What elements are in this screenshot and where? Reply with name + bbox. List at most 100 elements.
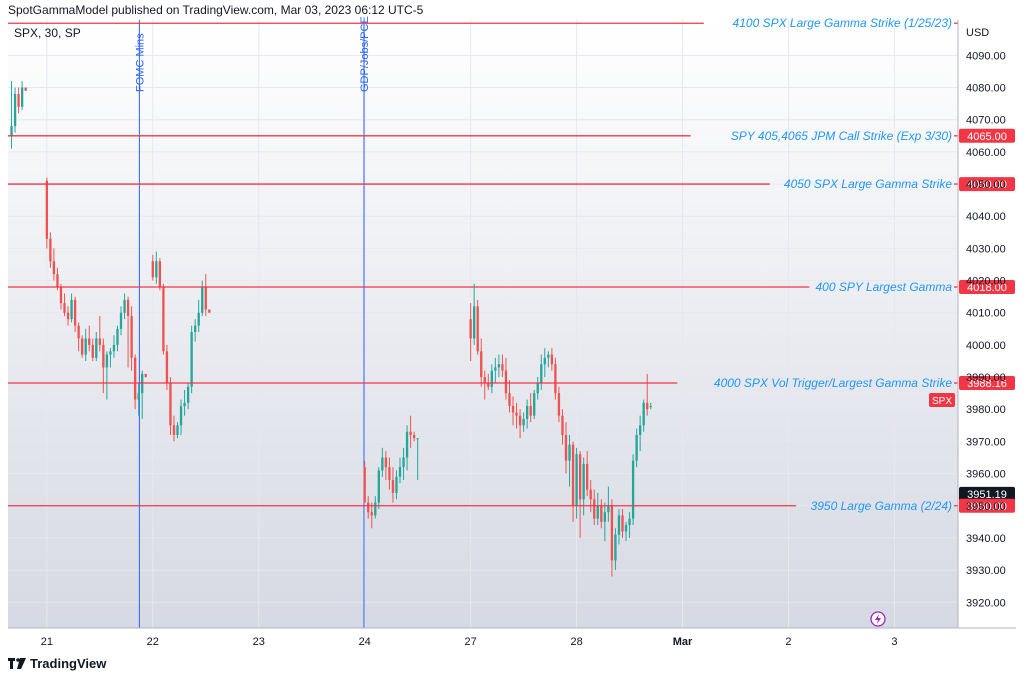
candle-body bbox=[73, 299, 77, 326]
candle-body bbox=[102, 344, 105, 368]
candle-body bbox=[515, 412, 518, 416]
plot-background bbox=[8, 20, 958, 628]
level-label: 3950 Large Gamma (2/24) bbox=[811, 499, 952, 513]
candle-body bbox=[377, 470, 380, 503]
candle-body bbox=[190, 332, 193, 387]
candle-body bbox=[116, 328, 119, 345]
candle-body bbox=[183, 402, 186, 407]
candle-body bbox=[638, 425, 642, 435]
candle-body bbox=[194, 325, 197, 333]
candle-body bbox=[624, 525, 628, 532]
candle-body bbox=[617, 515, 621, 535]
x-tick-label: 21 bbox=[41, 636, 53, 648]
candle-body bbox=[176, 425, 179, 435]
y-tick-label: 3940.00 bbox=[966, 533, 1006, 545]
candle-body bbox=[10, 126, 13, 136]
candle-body bbox=[367, 502, 370, 513]
candle-body bbox=[169, 383, 172, 426]
candle-body bbox=[536, 383, 539, 394]
candle-body bbox=[402, 457, 405, 468]
candle-body bbox=[151, 261, 154, 278]
candle-body bbox=[494, 367, 497, 371]
candle-body bbox=[45, 180, 49, 239]
candle-body bbox=[13, 93, 17, 127]
y-tick-label: 4090.00 bbox=[966, 50, 1006, 62]
candle-body bbox=[20, 87, 24, 107]
candle-body bbox=[409, 431, 412, 435]
x-tick-label: 3 bbox=[891, 636, 897, 648]
level-label: SPY 405,4065 JPM Call Strike (Exp 3/30) bbox=[731, 129, 952, 143]
candle-body bbox=[204, 287, 207, 310]
candle-body bbox=[109, 351, 112, 355]
candle-body bbox=[123, 299, 126, 313]
candle-body bbox=[522, 418, 525, 426]
y-tick-label: 4020.00 bbox=[966, 276, 1006, 288]
symbol-label: SPX, 30, SP bbox=[14, 26, 81, 40]
candle-body bbox=[412, 434, 416, 439]
candle-body bbox=[98, 338, 101, 345]
candle-body bbox=[384, 457, 388, 468]
level-price-tag-text: 3988.16 bbox=[967, 378, 1007, 390]
candle-body bbox=[388, 467, 391, 481]
candle-body bbox=[635, 434, 638, 461]
candle-body bbox=[473, 306, 476, 339]
candle-body bbox=[391, 480, 395, 493]
candle-body bbox=[381, 457, 384, 471]
candle-body bbox=[469, 319, 472, 339]
candle-body bbox=[370, 512, 373, 516]
y-tick-label: 3920.00 bbox=[966, 597, 1006, 609]
candle-body bbox=[547, 354, 550, 358]
publisher-line: SpotGammaModel published on TradingView.… bbox=[8, 3, 424, 17]
candle-body bbox=[77, 325, 80, 339]
y-tick-label: 3990.00 bbox=[966, 372, 1006, 384]
candle-body bbox=[596, 505, 599, 519]
candle-body bbox=[483, 377, 486, 384]
candle-body bbox=[593, 499, 596, 519]
y-tick-label: 4010.00 bbox=[966, 308, 1006, 320]
candle-body bbox=[56, 274, 59, 288]
candle-body bbox=[511, 406, 515, 413]
last-price-badge-text: SPX bbox=[932, 396, 952, 407]
event-label: GDP/Jobs/PCE bbox=[359, 16, 371, 92]
hidden-price-tag-text: 3951.19 bbox=[967, 489, 1007, 501]
hidden-price-tag bbox=[959, 486, 1015, 501]
candle-body bbox=[186, 386, 190, 403]
candle-body bbox=[497, 364, 501, 368]
y-tick-label: 3970.00 bbox=[966, 436, 1006, 448]
y-tick-label: 4080.00 bbox=[966, 83, 1006, 95]
candle-body bbox=[126, 299, 130, 316]
candle-body bbox=[646, 402, 649, 410]
x-tick-label: 27 bbox=[465, 636, 477, 648]
candle-body bbox=[487, 383, 490, 387]
x-tick-label: 2 bbox=[785, 636, 791, 648]
candle-body bbox=[208, 309, 211, 313]
candle-body bbox=[52, 261, 56, 275]
candle-body bbox=[395, 476, 398, 493]
candle-body bbox=[112, 344, 116, 352]
tradingview-logo-icon bbox=[8, 657, 26, 670]
candle-body bbox=[133, 357, 137, 400]
candle-body bbox=[550, 354, 554, 365]
y-tick-label: 3980.00 bbox=[966, 404, 1006, 416]
footer-brand-text: TradingView bbox=[30, 656, 107, 671]
candle-body bbox=[80, 338, 84, 355]
candle-body bbox=[508, 393, 511, 407]
x-tick-label: 23 bbox=[253, 636, 265, 648]
candlestick-chart[interactable]: FOMC Mins GDP/Jobs/PCE 3951.19 4100 SPX La… bbox=[0, 0, 1024, 652]
lightning-glyph bbox=[875, 614, 881, 624]
candle-body bbox=[155, 261, 158, 278]
y-tick-label: 4040.00 bbox=[966, 211, 1006, 223]
y-tick-label: 4060.00 bbox=[966, 147, 1006, 159]
candle-body bbox=[490, 370, 493, 387]
candle-body bbox=[649, 406, 652, 408]
candle-body bbox=[610, 505, 614, 561]
candle-body bbox=[631, 460, 635, 519]
candle-body bbox=[49, 238, 52, 262]
candle-body bbox=[24, 87, 27, 91]
y-tick-label: 3950.00 bbox=[966, 501, 1006, 513]
candle-body bbox=[628, 518, 631, 526]
candle-body bbox=[568, 444, 571, 461]
candle-body bbox=[130, 315, 133, 358]
candle-body bbox=[607, 505, 610, 513]
candle-body bbox=[540, 364, 543, 384]
